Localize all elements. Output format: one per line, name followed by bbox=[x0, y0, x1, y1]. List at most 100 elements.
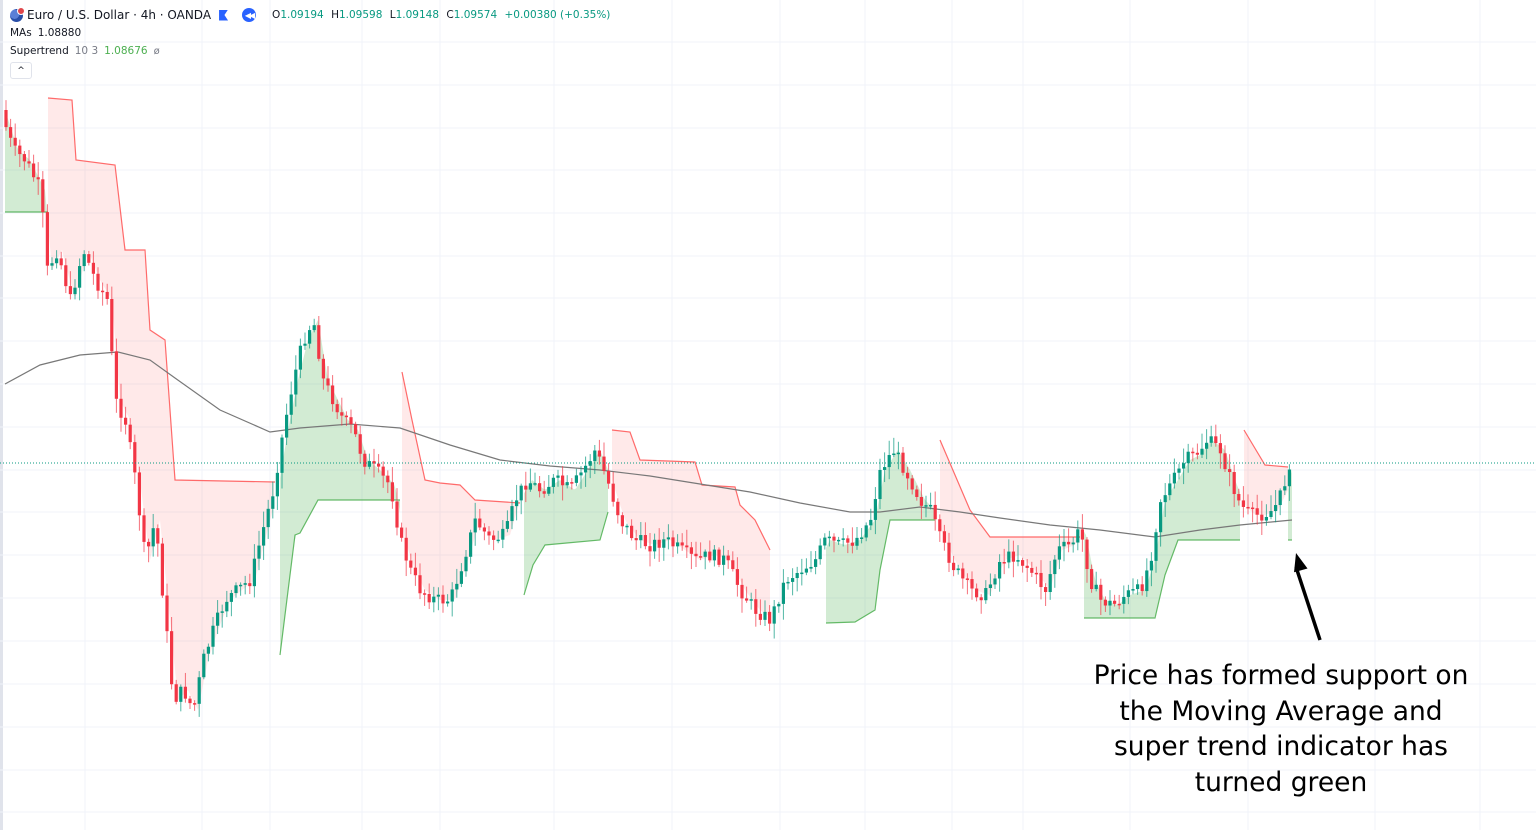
candle-bull bbox=[266, 508, 270, 528]
candle-bear bbox=[915, 489, 919, 497]
supertrend-params: 10 3 bbox=[74, 45, 99, 57]
candle-bull bbox=[749, 599, 753, 601]
candle-bear bbox=[942, 531, 946, 543]
candle-bull bbox=[459, 571, 463, 584]
candle-bull bbox=[206, 646, 210, 654]
candle-bear bbox=[708, 551, 712, 561]
candle-bear bbox=[193, 703, 197, 705]
candle-bear bbox=[492, 535, 496, 540]
candle-bear bbox=[1025, 565, 1029, 568]
candle-bear bbox=[1080, 529, 1084, 540]
candle-bear bbox=[142, 515, 146, 542]
candle-bull bbox=[496, 539, 500, 542]
high-value: 1.09598 bbox=[338, 9, 383, 21]
candle-bear bbox=[1113, 600, 1117, 604]
candle-bull bbox=[73, 287, 77, 295]
candle-bear bbox=[354, 424, 358, 435]
candle-bear bbox=[680, 542, 684, 546]
candle-bull bbox=[864, 525, 868, 538]
candle-bear bbox=[740, 584, 744, 599]
candle-bull bbox=[993, 578, 997, 585]
candle-bull bbox=[533, 483, 537, 485]
candle-bear bbox=[91, 262, 95, 274]
candle-bear bbox=[1103, 599, 1107, 606]
ohlc-values: O1.09194 H1.09598 L1.09148 C1.09574 +0.0… bbox=[268, 9, 610, 21]
candle-bull bbox=[984, 588, 988, 601]
candle-bear bbox=[1021, 560, 1025, 566]
candle-bull bbox=[1007, 551, 1011, 563]
replay-rewind-icon[interactable]: ◀◀ bbox=[242, 8, 257, 22]
bookmark-flag-icon[interactable] bbox=[219, 9, 229, 21]
candle-bull bbox=[446, 601, 450, 604]
candle-bear bbox=[643, 535, 647, 547]
candle-bull bbox=[78, 266, 82, 288]
candle-bull bbox=[988, 584, 992, 589]
candle-bull bbox=[703, 551, 707, 557]
candle-bear bbox=[979, 597, 983, 601]
candle-bull bbox=[763, 611, 767, 620]
candle-bull bbox=[662, 539, 666, 548]
candle-bull bbox=[1177, 468, 1181, 473]
candle-bear bbox=[32, 163, 36, 178]
candle-bear bbox=[119, 398, 123, 418]
candle-bear bbox=[390, 482, 394, 502]
candle-bear bbox=[607, 470, 611, 484]
candle-bull bbox=[837, 539, 841, 542]
candle-bear bbox=[1039, 572, 1043, 588]
candle-bull bbox=[772, 606, 776, 624]
candle-bear bbox=[128, 424, 132, 443]
candle-bear bbox=[919, 496, 923, 506]
candle-bull bbox=[791, 578, 795, 582]
candle-bull bbox=[510, 506, 514, 522]
candle-bull bbox=[588, 461, 592, 466]
candle-bear bbox=[160, 543, 164, 596]
annotation-text: Price has formed support on the Moving A… bbox=[1056, 658, 1506, 800]
symbol-row: Euro / U.S. Dollar · 4h · OANDA ◀◀ O1.09… bbox=[10, 6, 610, 24]
candle-bear bbox=[156, 528, 160, 544]
candle-bull bbox=[216, 612, 220, 626]
candle-bull bbox=[1209, 436, 1213, 443]
eur-usd-flag-icon bbox=[10, 6, 25, 22]
candle-bull bbox=[676, 542, 680, 547]
candle-bear bbox=[335, 404, 339, 413]
candle-bear bbox=[754, 599, 758, 614]
candle-bear bbox=[846, 538, 850, 543]
candle-bull bbox=[1126, 590, 1130, 597]
candle-bull bbox=[625, 525, 629, 528]
candle-bull bbox=[1283, 486, 1287, 491]
annotation-arrow-head-icon bbox=[1294, 553, 1308, 573]
supertrend-down-fill bbox=[940, 440, 1080, 595]
open-label: O bbox=[272, 9, 281, 21]
candle-bull bbox=[294, 369, 298, 395]
candle-bear bbox=[377, 463, 381, 467]
candle-bull bbox=[55, 258, 59, 264]
candle-bear bbox=[59, 258, 63, 266]
supertrend-up-line bbox=[825, 519, 935, 624]
symbol-title[interactable]: Euro / U.S. Dollar · 4h · OANDA bbox=[27, 8, 212, 22]
candle-bull bbox=[1057, 546, 1061, 560]
candle-bull bbox=[1269, 511, 1273, 517]
candle-bear bbox=[910, 478, 914, 490]
annotation-arrow-shaft bbox=[1294, 566, 1322, 641]
ma-row[interactable]: MAs 1.08880 bbox=[10, 24, 610, 42]
supertrend-row[interactable]: Supertrend 10 3 1.08676 ø bbox=[10, 42, 610, 60]
candle-bear bbox=[147, 541, 151, 547]
moving-average-line bbox=[4, 351, 1293, 538]
candle-bear bbox=[114, 351, 118, 399]
candle-bear bbox=[372, 461, 376, 464]
candle-bull bbox=[473, 518, 477, 533]
candle-bull bbox=[924, 505, 928, 507]
candle-bull bbox=[1076, 529, 1080, 543]
candle-bull bbox=[722, 555, 726, 565]
candle-bull bbox=[464, 556, 468, 572]
collapse-legend-button[interactable]: ^ bbox=[10, 62, 32, 79]
candle-bear bbox=[1223, 453, 1227, 470]
candle-bull bbox=[998, 562, 1002, 579]
candle-bull bbox=[211, 625, 215, 647]
candle-bull bbox=[285, 414, 289, 438]
chart-legend: Euro / U.S. Dollar · 4h · OANDA ◀◀ O1.09… bbox=[10, 6, 610, 79]
visibility-icon[interactable]: ø bbox=[153, 45, 160, 57]
candle-bear bbox=[1232, 472, 1236, 495]
